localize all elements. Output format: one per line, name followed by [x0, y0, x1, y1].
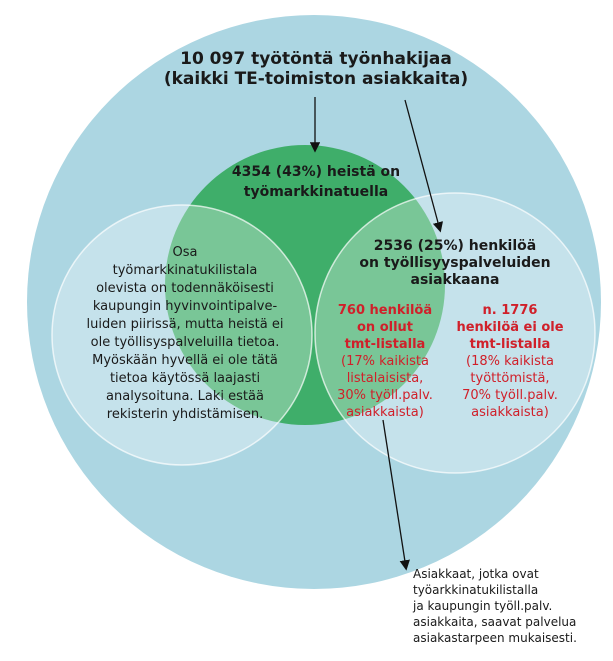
middle-text: listalaisista, [347, 371, 424, 386]
right-circle [314, 192, 596, 474]
left-text: kaupungin hyvinvointipalve- [93, 299, 278, 314]
green-circle [165, 145, 445, 425]
note-text: asiakkaita, saavat palvelua [413, 615, 576, 629]
middle-bold-text: 760 henkilöä [338, 303, 432, 318]
note-text: asiakastarpeen mukaisesti. [413, 631, 577, 645]
left-text: rekisterin yhdistämisen. [107, 407, 263, 422]
middle-text: asiakkaista) [346, 405, 424, 420]
outer-text: 70% työll.palv. [462, 388, 558, 403]
middle-bold-text: on ollut [357, 320, 413, 335]
middle-bold-text: tmt-listalla [345, 337, 426, 352]
left-text: työmarkkinatukilistala [113, 263, 258, 278]
right-text: on työllisyyspalveluiden [359, 255, 550, 271]
arrow [404, 99, 443, 233]
left-text: Myöskään hyvellä ei ole tätä [92, 353, 278, 368]
left-text: olevista on todennäköisesti [96, 281, 274, 296]
outer-text: työttömistä, [470, 371, 549, 386]
note-text: ja kaupungin työll.palv. [412, 599, 552, 613]
green-text: 4354 (43%) heistä on [232, 164, 400, 180]
left-text: ole työllisyspalveluilla tietoa. [91, 335, 280, 350]
outer-text: (18% kaikista [466, 354, 554, 369]
outer-bold-text: n. 1776 [483, 303, 538, 318]
arrow [382, 419, 410, 571]
middle-text: 30% työll.palv. [337, 388, 433, 403]
left-text: analysoituna. Laki estää [106, 389, 264, 404]
note-text: työarkkinatukilistalla [413, 583, 538, 597]
outer-bold-text: tmt-listalla [470, 337, 551, 352]
left-text: luiden piirissä, mutta heistä ei [87, 317, 284, 332]
left-text: tietoa käytössä laajasti [110, 371, 260, 386]
outer-bold-text: henkilöä ei ole [456, 320, 563, 335]
left-text: Osa [173, 245, 198, 260]
green-text: työmarkkinatuella [244, 184, 388, 200]
note-text: Asiakkaat, jotka ovat [413, 567, 539, 581]
left-circle [51, 204, 313, 466]
title-text: 10 097 työtöntä työnhakijaa [180, 49, 452, 69]
middle-text: (17% kaikista [341, 354, 429, 369]
title-text: (kaikki TE-toimiston asiakkaita) [164, 69, 468, 89]
outer-text: asiakkaista) [471, 405, 549, 420]
right-text: asiakkaana [411, 272, 500, 288]
right-text: 2536 (25%) henkilöä [374, 238, 536, 254]
